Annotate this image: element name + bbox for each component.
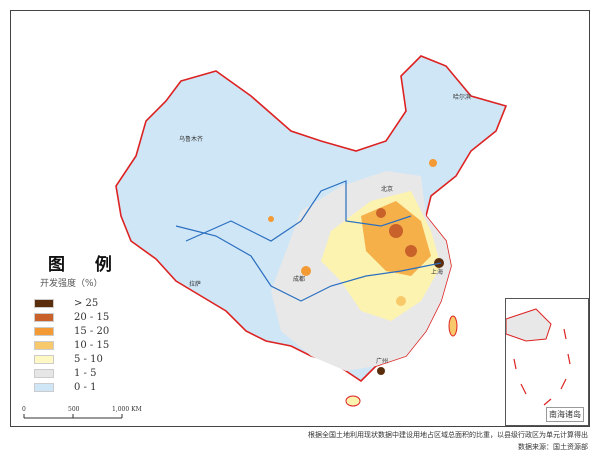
- city-label: 哈尔滨: [453, 93, 471, 101]
- city-label: 乌鲁木齐: [179, 135, 203, 143]
- inset-label: 南海诸岛: [546, 407, 584, 422]
- legend-label: > 25: [74, 297, 99, 309]
- east-region-orange: [361, 201, 431, 276]
- scale-label: 0: [22, 406, 26, 413]
- scale-label: 500: [68, 406, 80, 413]
- legend-label: 5 - 10: [74, 353, 103, 365]
- legend-swatch: [34, 312, 54, 322]
- map-frame: 乌鲁木齐 拉萨 哈尔滨 北京 上海 成都 广州 南海诸岛: [10, 10, 590, 427]
- south-china-sea-inset: 南海诸岛: [505, 298, 589, 426]
- yellow-river: [185, 180, 412, 242]
- legend-swatch: [34, 368, 54, 378]
- source-note: 数据来源：国土资源部: [518, 443, 588, 451]
- city-label: 北京: [381, 185, 393, 193]
- legend-label: 10 - 15: [74, 339, 110, 351]
- legend-subtitle: 开发强度（%）: [40, 279, 103, 289]
- legend-swatch: [34, 382, 54, 392]
- scale-bar: 0 500 1,000 KM: [22, 406, 152, 422]
- legend-item: 0 - 1: [22, 380, 172, 394]
- city-label: 拉萨: [189, 280, 201, 288]
- legend-item: 1 - 5: [22, 366, 172, 380]
- city-label: 广州: [376, 357, 388, 365]
- legend-swatch: [34, 326, 54, 336]
- legend-item: 15 - 20: [22, 324, 172, 338]
- scale-label: 1,000 KM: [112, 406, 142, 413]
- legend-item: 10 - 15: [22, 338, 172, 352]
- legend: 图 例 开发强度（%） > 25 20 - 15 15 - 20 10 - 15 5 -…: [22, 255, 172, 394]
- legend-swatch: [34, 340, 54, 350]
- legend-label: 0 - 1: [74, 381, 97, 393]
- city-label: 上海: [431, 268, 443, 276]
- high-intensity-clusters: [268, 159, 444, 375]
- legend-swatch: [34, 298, 54, 308]
- china-development-intensity-map: 乌鲁木齐 拉萨 哈尔滨 北京 上海 成都 广州: [115, 55, 508, 407]
- city-label: 成都: [293, 275, 305, 283]
- legend-item: > 25: [22, 296, 172, 310]
- legend-label: 1 - 5: [74, 367, 97, 379]
- scale-bar-graphic: [23, 414, 123, 419]
- legend-label: 20 - 15: [74, 311, 110, 323]
- legend-swatch: [34, 354, 54, 364]
- legend-title: 图 例: [48, 255, 124, 275]
- inset-map: [505, 308, 571, 406]
- taiwan-island: [448, 315, 458, 337]
- yangtze-river: [175, 225, 442, 302]
- method-note: 根据全国土地利用现状数据中建设用地占区域总面积的比重，以县级行政区为单元计算得出: [308, 431, 588, 439]
- hainan-island: [345, 395, 361, 407]
- legend-item: 20 - 15: [22, 310, 172, 324]
- legend-label: 15 - 20: [74, 325, 110, 337]
- legend-item: 5 - 10: [22, 352, 172, 366]
